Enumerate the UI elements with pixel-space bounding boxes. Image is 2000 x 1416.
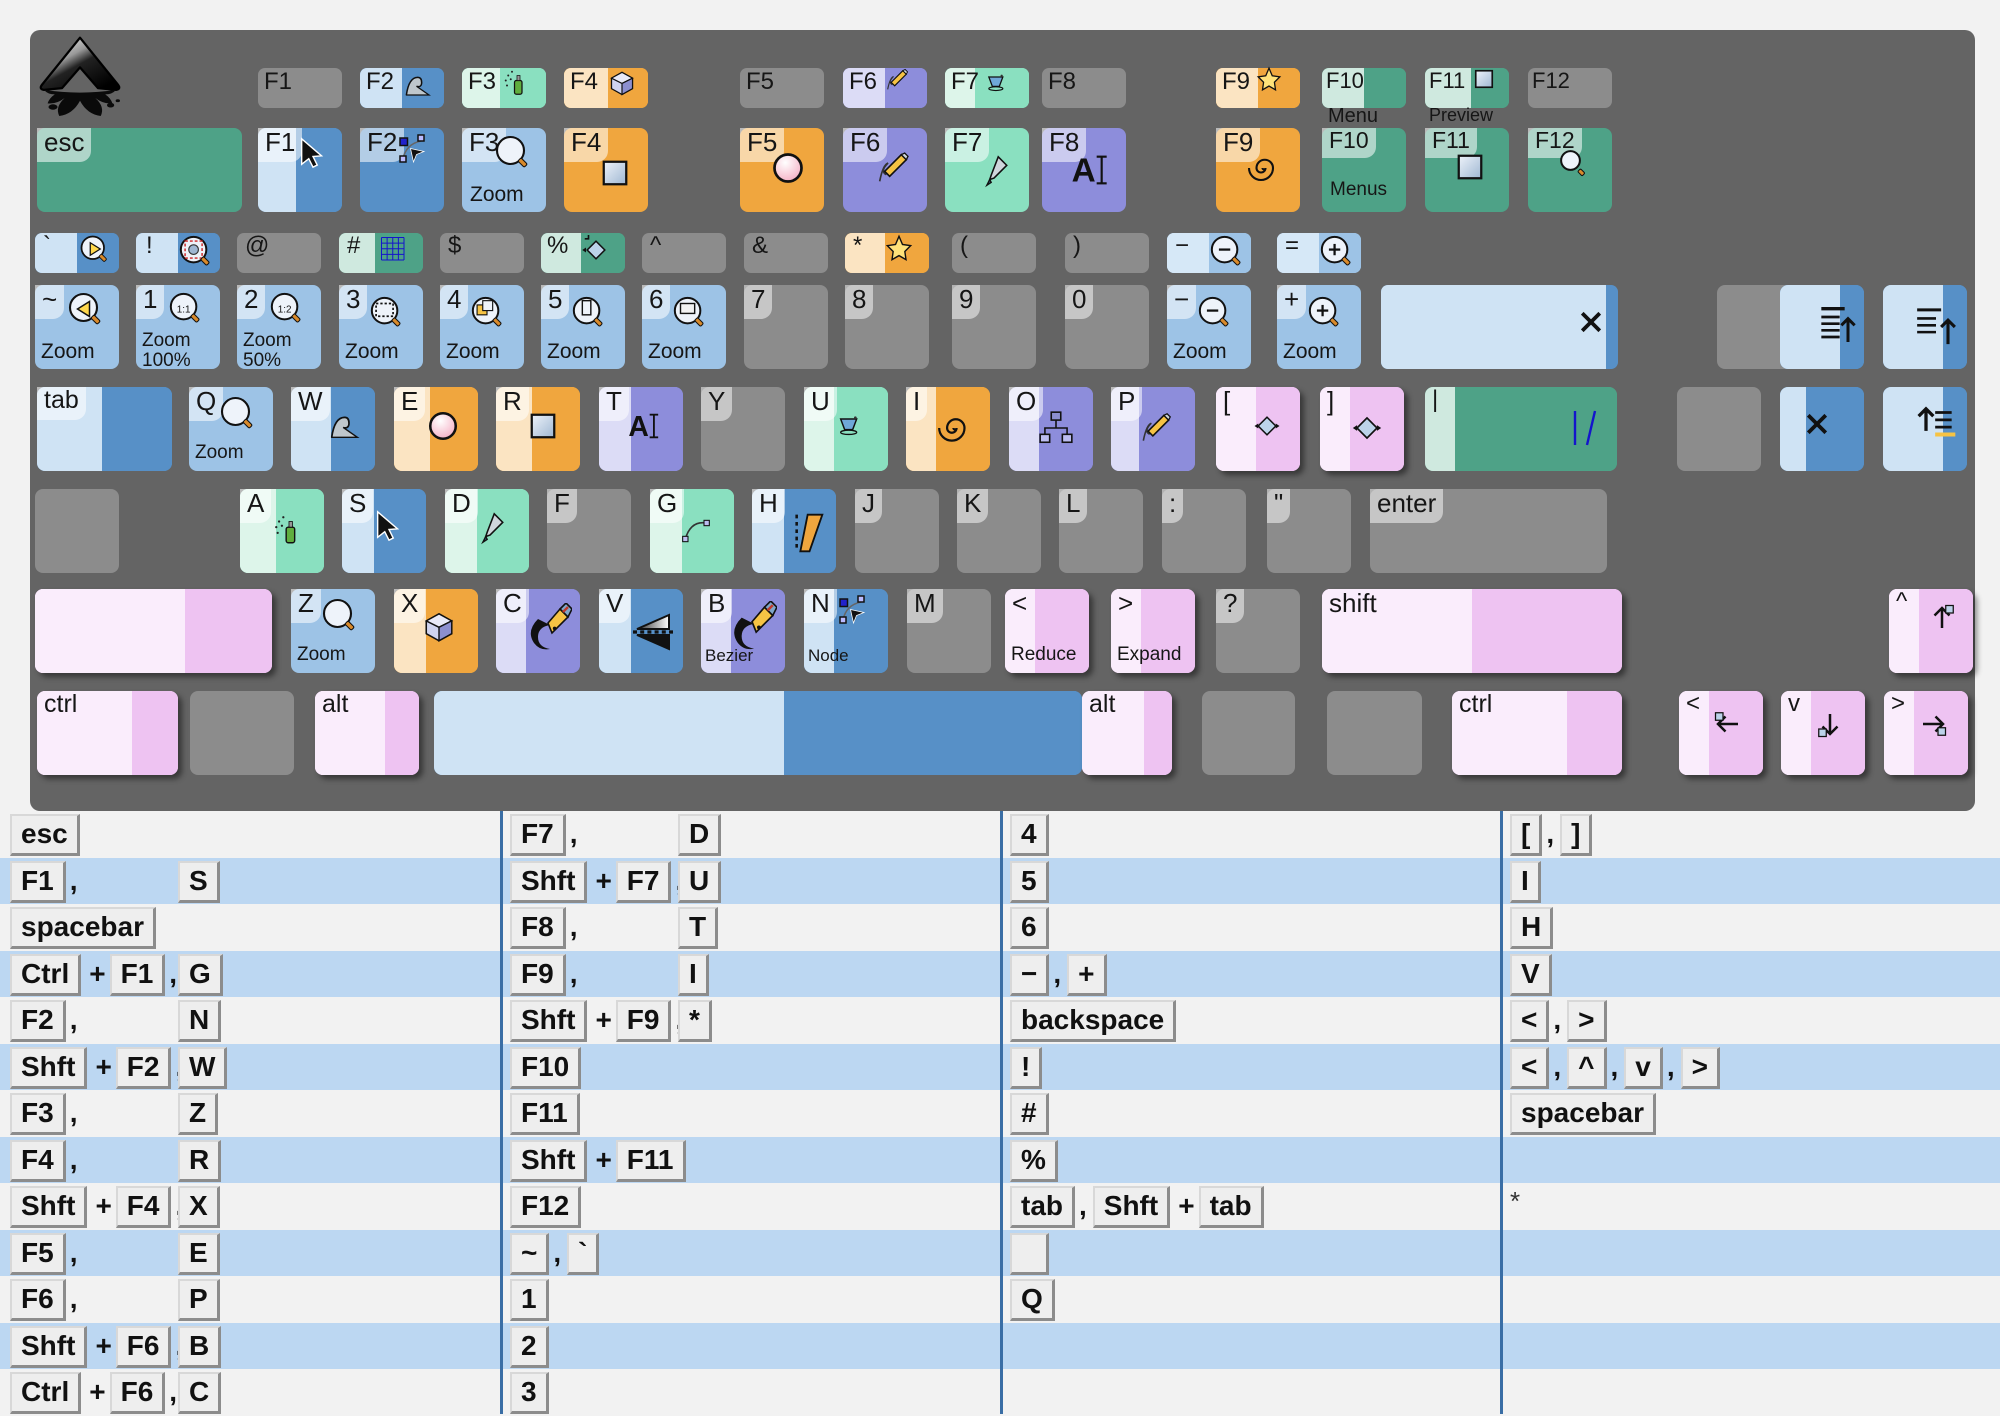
svg-text:A: A (1072, 153, 1096, 190)
svg-text:1:1: 1:1 (177, 304, 191, 315)
svg-text:1:2: 1:2 (278, 304, 292, 315)
svg-text:A: A (628, 411, 648, 443)
